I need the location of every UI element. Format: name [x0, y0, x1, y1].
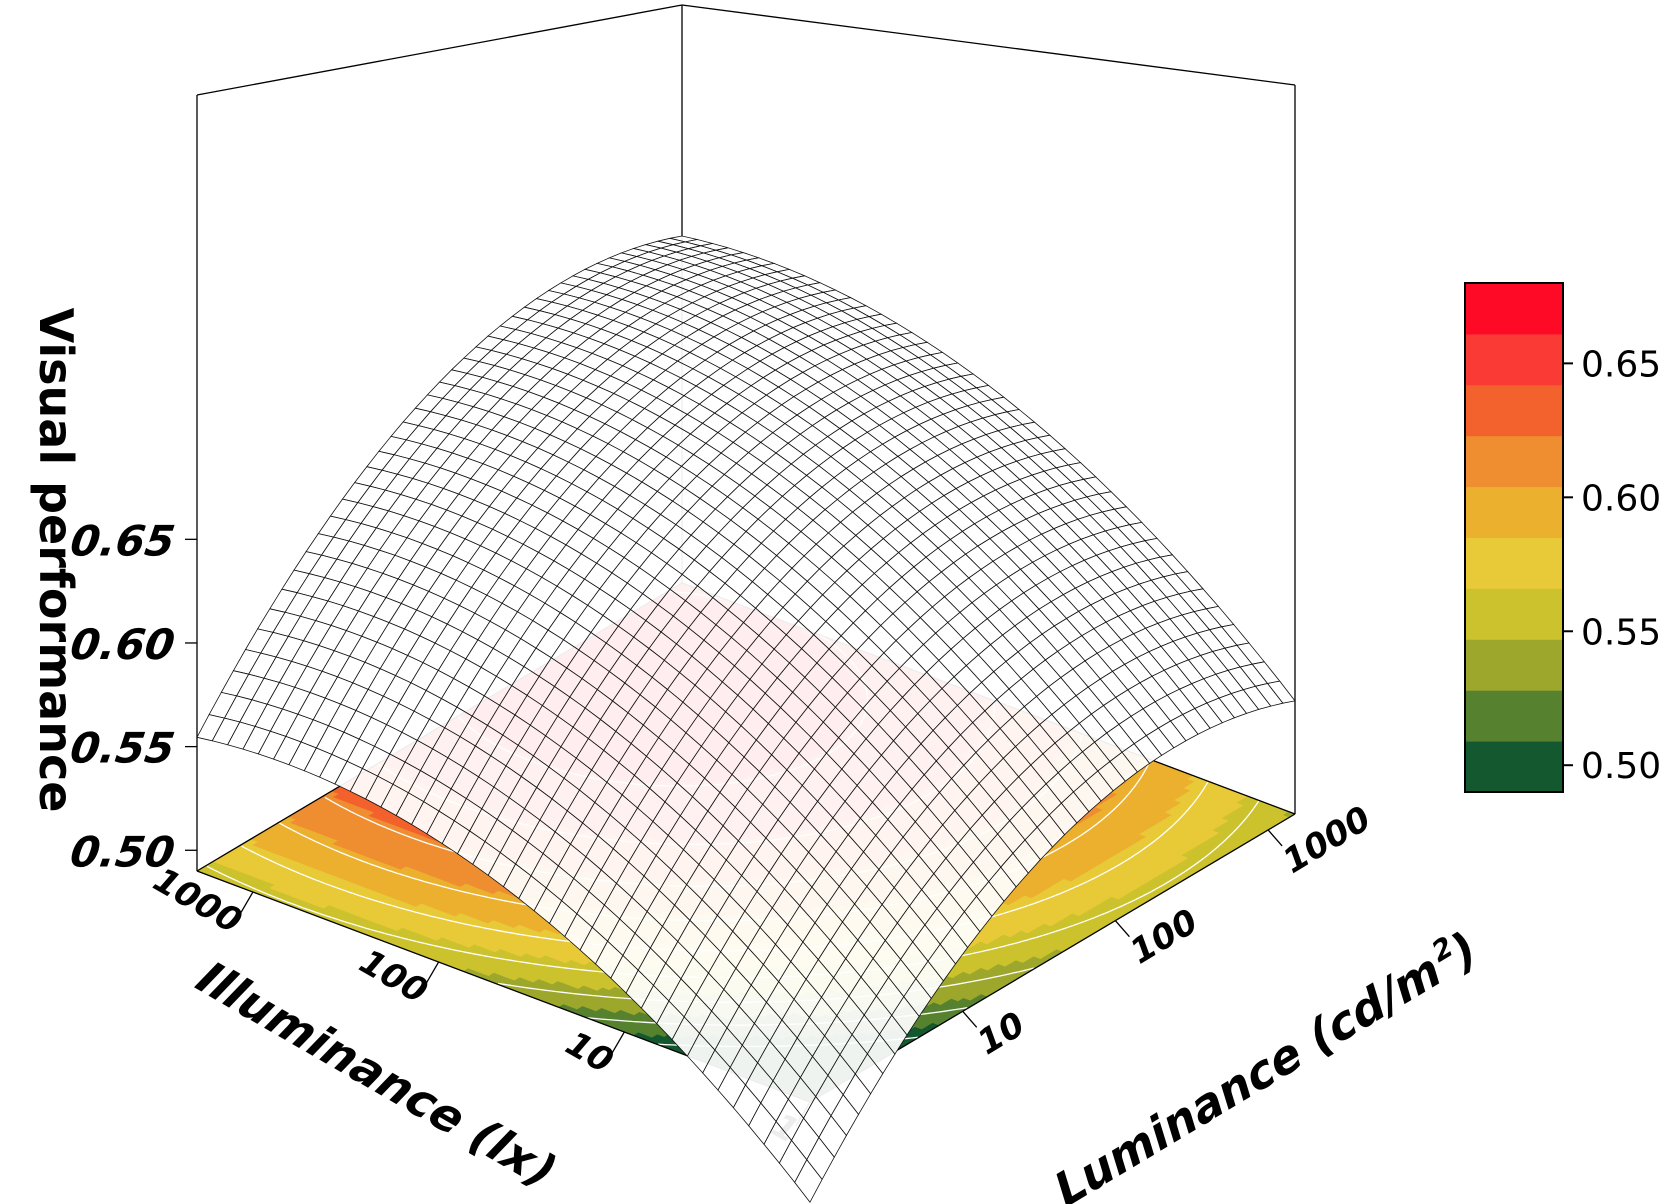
surface-chart: 0.500.550.600.651101001000101001000 0.50…: [29, 4, 1661, 1204]
